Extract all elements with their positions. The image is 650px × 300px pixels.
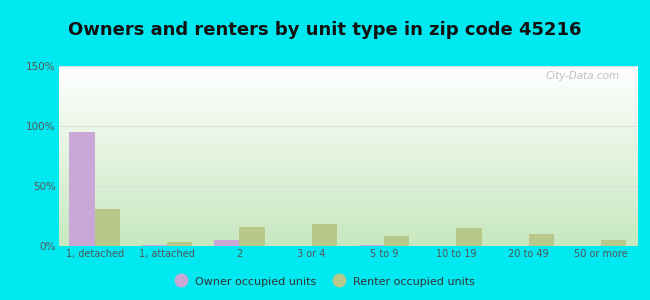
Bar (167, 242, 192, 246)
Bar (528, 234, 554, 246)
Bar (601, 240, 626, 246)
Text: Owners and renters by unit type in zip code 45216: Owners and renters by unit type in zip c… (68, 21, 582, 39)
Bar (359, 245, 384, 246)
Bar (384, 236, 410, 246)
Bar (239, 227, 265, 246)
Bar (142, 245, 167, 246)
Bar (214, 240, 239, 246)
Bar (95, 209, 120, 246)
Legend: Owner occupied units, Renter occupied units: Owner occupied units, Renter occupied un… (171, 271, 479, 291)
Bar (456, 228, 482, 246)
Text: City-Data.com: City-Data.com (545, 71, 619, 81)
Bar (70, 132, 95, 246)
Bar (311, 224, 337, 246)
